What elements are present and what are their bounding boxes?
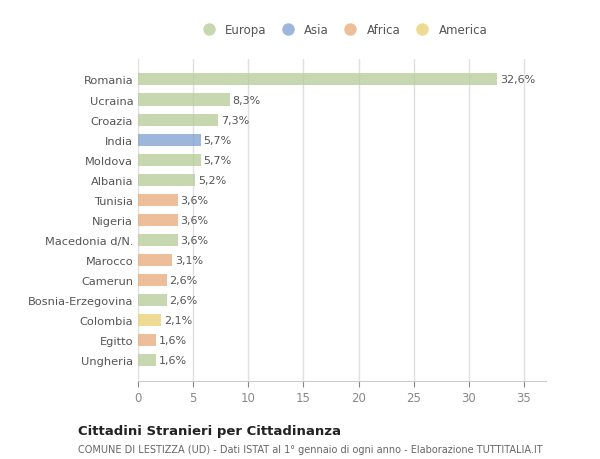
Bar [138, 235, 178, 246]
Text: Cittadini Stranieri per Cittadinanza: Cittadini Stranieri per Cittadinanza [78, 424, 341, 437]
Text: 5,7%: 5,7% [203, 155, 232, 165]
Text: 5,2%: 5,2% [198, 175, 226, 185]
Text: 7,3%: 7,3% [221, 115, 250, 125]
Bar [138, 74, 497, 86]
Bar [138, 114, 218, 126]
Text: 1,6%: 1,6% [158, 355, 187, 365]
Bar [138, 354, 155, 366]
Bar [138, 154, 201, 166]
Text: 2,6%: 2,6% [169, 275, 197, 285]
Bar [138, 94, 230, 106]
Text: 3,6%: 3,6% [181, 196, 209, 205]
Bar [138, 314, 161, 326]
Legend: Europa, Asia, Africa, America: Europa, Asia, Africa, America [197, 24, 487, 37]
Bar [138, 334, 155, 347]
Text: 32,6%: 32,6% [500, 75, 535, 85]
Text: 3,6%: 3,6% [181, 235, 209, 245]
Text: 3,1%: 3,1% [175, 255, 203, 265]
Bar [138, 294, 167, 306]
Text: 8,3%: 8,3% [232, 95, 260, 105]
Bar [138, 134, 201, 146]
Text: 2,1%: 2,1% [164, 315, 192, 325]
Text: 1,6%: 1,6% [158, 336, 187, 345]
Bar [138, 194, 178, 206]
Text: COMUNE DI LESTIZZA (UD) - Dati ISTAT al 1° gennaio di ogni anno - Elaborazione T: COMUNE DI LESTIZZA (UD) - Dati ISTAT al … [78, 444, 542, 454]
Text: 2,6%: 2,6% [169, 295, 197, 305]
Bar [138, 274, 167, 286]
Bar [138, 174, 196, 186]
Text: 3,6%: 3,6% [181, 215, 209, 225]
Bar [138, 254, 172, 266]
Text: 5,7%: 5,7% [203, 135, 232, 146]
Bar [138, 214, 178, 226]
